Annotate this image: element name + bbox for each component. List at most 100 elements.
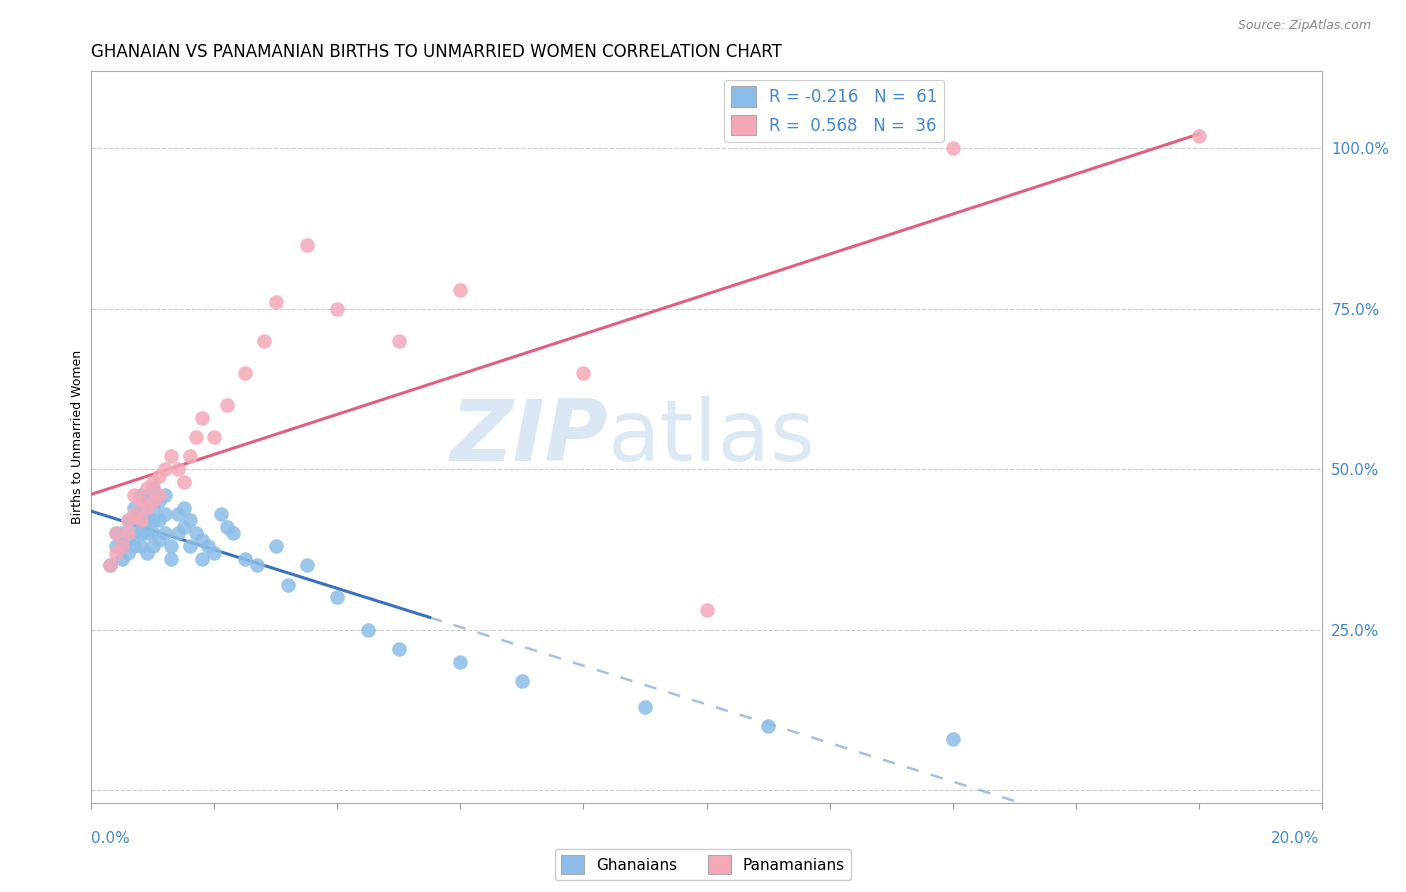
Point [129,494,152,508]
Point [942,731,965,746]
Point [117,526,139,541]
Point [572,366,595,380]
Point [153,526,177,541]
Point [160,539,183,553]
Point [264,295,287,310]
Point [124,507,146,521]
Point [756,719,779,733]
Point [148,494,170,508]
Text: atlas: atlas [607,395,815,479]
Point [160,552,183,566]
Point [222,526,245,541]
Point [388,334,411,348]
Point [277,577,299,591]
Text: GHANAIAN VS PANAMANIAN BIRTHS TO UNMARRIED WOMEN CORRELATION CHART: GHANAIAN VS PANAMANIAN BIRTHS TO UNMARRI… [91,44,782,62]
Point [191,552,214,566]
Point [153,507,177,521]
Point [246,558,269,573]
Point [148,488,170,502]
Point [184,430,207,444]
Legend: Ghanaians, Panamanians: Ghanaians, Panamanians [555,849,851,880]
Point [634,699,657,714]
Point [173,520,195,534]
Point [129,514,152,528]
Point [117,533,139,547]
Point [111,539,134,553]
Point [942,141,965,155]
Point [135,526,157,541]
Legend: R = -0.216   N =  61, R =  0.568   N =  36: R = -0.216 N = 61, R = 0.568 N = 36 [724,79,945,142]
Point [173,475,195,489]
Point [142,514,165,528]
Point [184,526,207,541]
Point [148,468,170,483]
Point [209,507,232,521]
Point [510,673,533,688]
Point [98,558,121,573]
Point [191,533,214,547]
Point [295,237,318,252]
Point [253,334,276,348]
Point [129,488,152,502]
Point [233,552,256,566]
Point [105,545,127,559]
Point [142,482,165,496]
Point [148,514,170,528]
Point [326,301,349,316]
Point [179,514,201,528]
Point [124,488,146,502]
Point [295,558,318,573]
Point [142,500,165,515]
Point [215,398,238,412]
Point [129,526,152,541]
Point [148,533,170,547]
Point [105,526,127,541]
Point [179,450,201,464]
Text: 20.0%: 20.0% [1271,831,1319,846]
Text: Source: ZipAtlas.com: Source: ZipAtlas.com [1237,19,1371,31]
Point [105,526,127,541]
Text: 0.0%: 0.0% [91,831,131,846]
Point [135,500,157,515]
Point [111,526,134,541]
Point [124,539,146,553]
Point [166,507,188,521]
Point [124,526,146,541]
Point [105,539,127,553]
Point [1187,128,1209,143]
Point [696,603,718,617]
Point [111,552,134,566]
Point [160,450,183,464]
Point [153,488,177,502]
Point [166,526,188,541]
Point [449,655,471,669]
Point [129,539,152,553]
Point [357,623,380,637]
Point [142,526,165,541]
Point [98,558,121,573]
Point [166,462,188,476]
Point [264,539,287,553]
Point [117,514,139,528]
Point [215,520,238,534]
Point [142,475,165,489]
Point [142,539,165,553]
Point [111,539,134,553]
Point [326,591,349,605]
Point [202,545,225,559]
Point [173,500,195,515]
Point [179,539,201,553]
Text: ZIP: ZIP [450,395,607,479]
Point [191,410,214,425]
Point [135,482,157,496]
Point [197,539,219,553]
Point [142,494,165,508]
Point [135,494,157,508]
Point [233,366,256,380]
Point [117,514,139,528]
Point [449,283,471,297]
Point [124,514,146,528]
Point [117,545,139,559]
Point [135,545,157,559]
Point [153,462,177,476]
